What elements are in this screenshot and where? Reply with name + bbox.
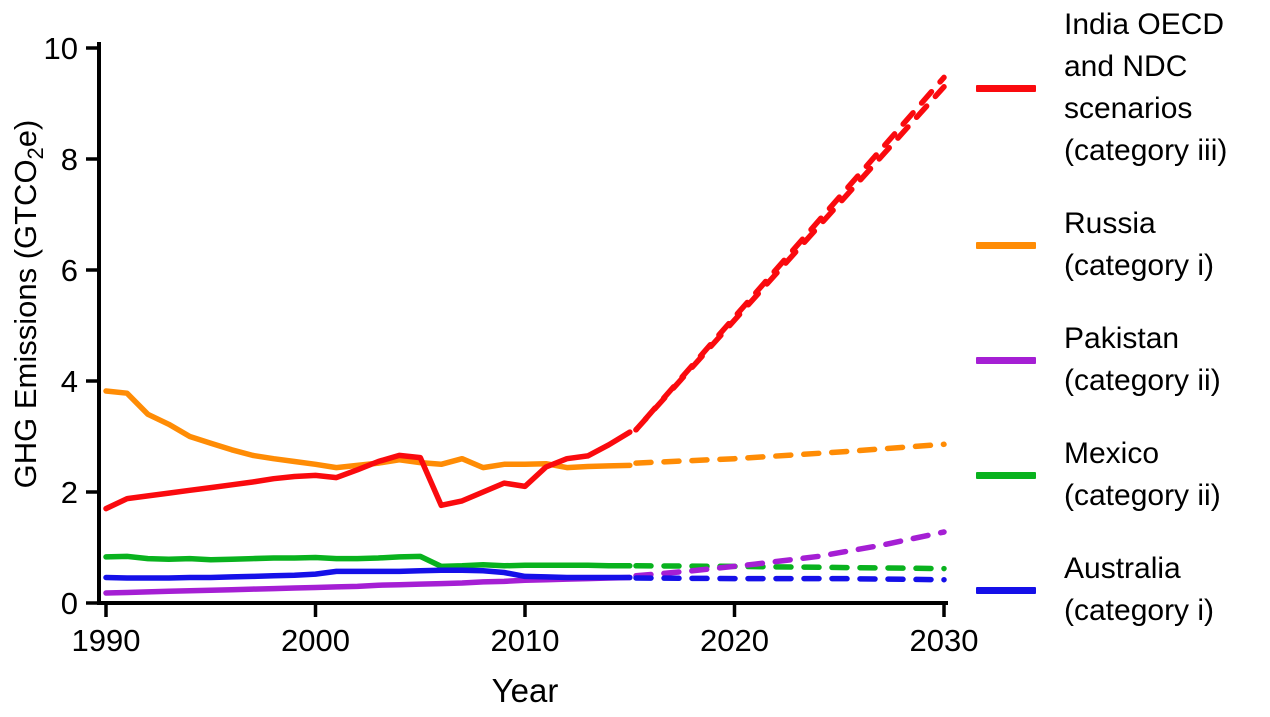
y-axis-title-unit-close: e) [8,119,43,148]
x-tick-label: 2000 [281,623,350,658]
legend-item: India OECD and NDC scenarios (category i… [976,4,1268,172]
legend-item: Mexico (category ii) [976,433,1268,517]
legend-item: Australia (category i) [976,548,1268,632]
series-india-oecd-ndc [103,74,947,512]
y-tick-label: 2 [61,475,78,510]
legend-swatch [976,586,1036,594]
x-axis-title: Year [491,672,559,709]
legend-item: Pakistan (category ii) [976,318,1268,402]
legend-label: Pakistan (category ii) [1064,322,1221,397]
x-tick-label: 1990 [72,623,141,658]
series-mexico [103,553,947,572]
legend-swatch [976,471,1036,479]
legend-swatch [976,84,1036,92]
legend: India OECD and NDC scenarios (category i… [976,4,1268,632]
axes: 0 2 4 6 8 10 1990 2000 2010 2020 2030 [44,31,979,658]
series-russia [103,388,947,471]
series-pakistan [103,529,947,596]
legend-item: Russia (category i) [976,203,1268,287]
y-axis-title-subscript: 2 [23,147,49,160]
y-tick-label: 0 [61,586,78,621]
y-tick-label: 10 [44,31,78,66]
legend-swatch [976,241,1036,249]
series-australia [103,567,947,583]
x-tick-label: 2010 [491,623,560,658]
y-tick-label: 6 [61,253,78,288]
y-tick-label: 4 [61,364,78,399]
legend-label: Australia (category i) [1064,552,1215,627]
legend-label: India OECD and NDC scenarios (category i… [1064,8,1228,167]
legend-label: Russia (category i) [1064,207,1215,282]
legend-swatch [976,356,1036,364]
y-axis-title-text: GHG Emissions (GTCO [8,159,43,489]
x-tick-label: 2020 [700,623,769,658]
y-axis-title: GHG Emissions (GTCO2e) [8,44,48,564]
y-tick-label: 8 [61,142,78,177]
legend-label: Mexico (category ii) [1064,437,1221,512]
x-tick-label: 2030 [910,623,979,658]
